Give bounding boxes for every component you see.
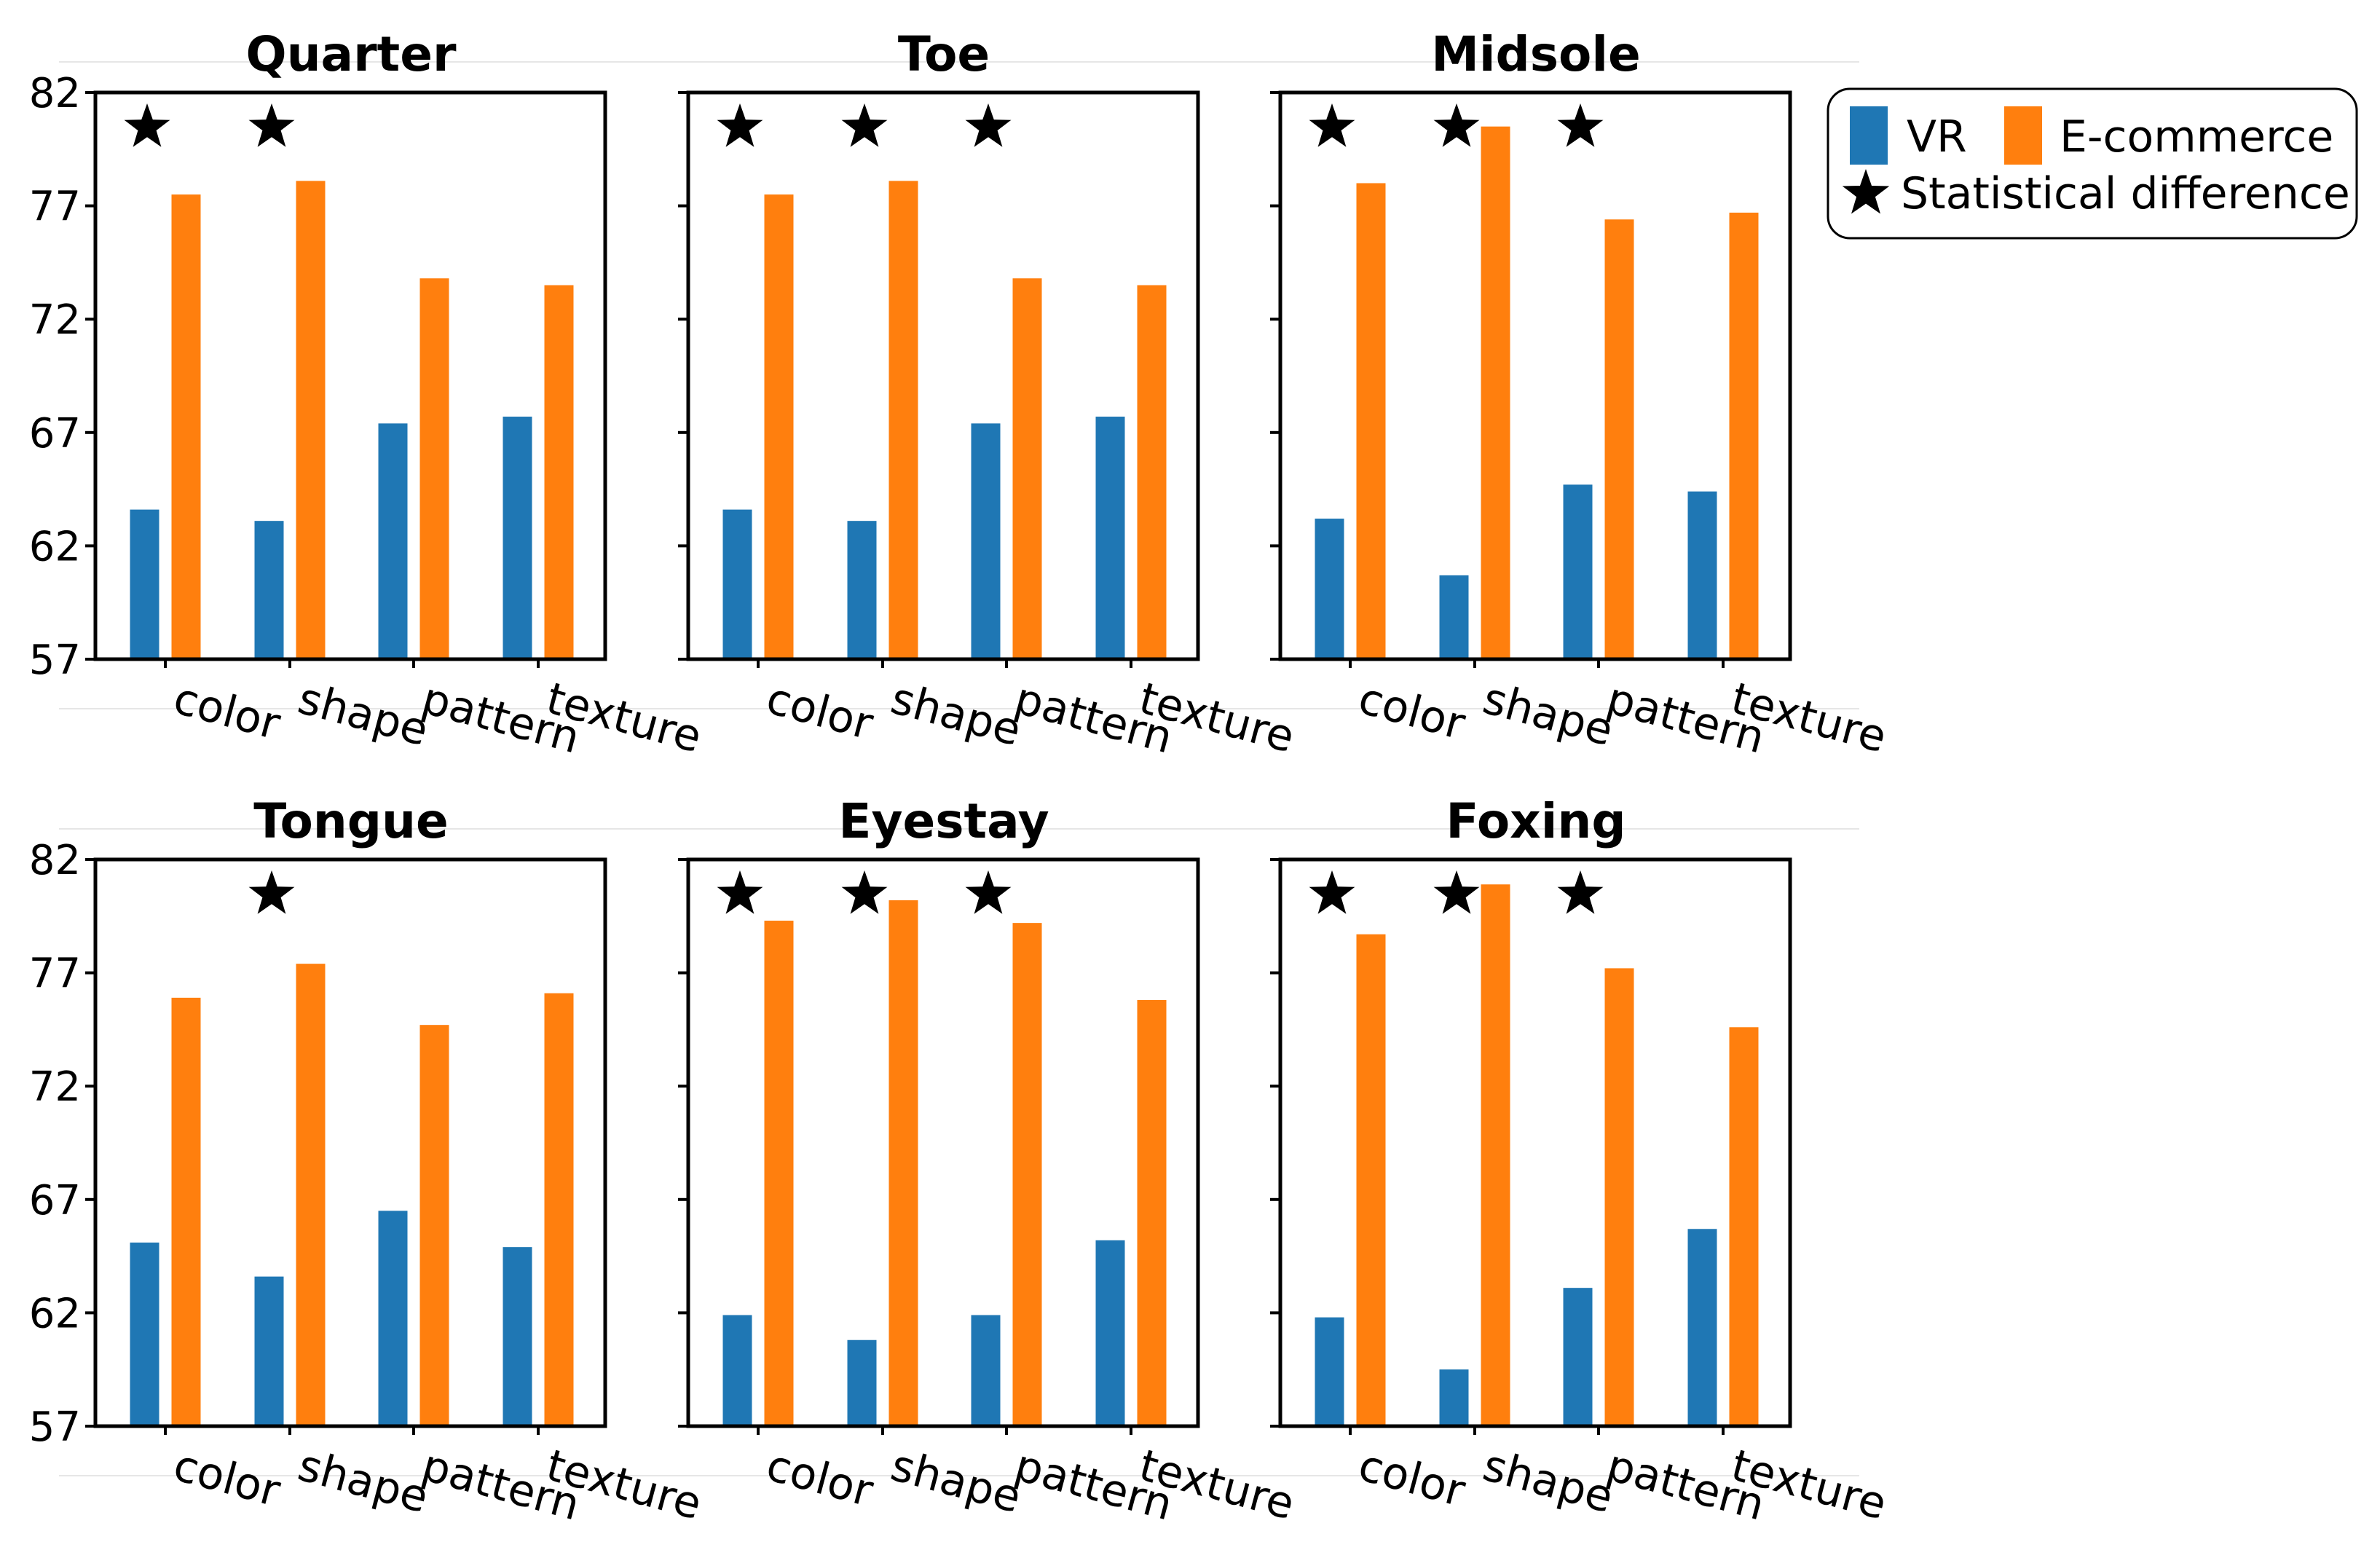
bar-ecommerce-color: [1356, 934, 1386, 1426]
bar-vr-pattern: [378, 423, 408, 659]
bar-vr-shape: [1439, 1369, 1469, 1426]
bar-ecommerce-color: [171, 997, 201, 1426]
bar-vr-shape: [254, 521, 284, 659]
bar-vr-pattern: [378, 1211, 408, 1426]
ytick-label: 82: [29, 837, 81, 884]
plot-frame: [1278, 90, 1792, 661]
significance-star-pattern: [965, 870, 1012, 914]
bar-vr-texture: [503, 1247, 532, 1426]
significance-star-pattern: [1557, 870, 1604, 914]
ytick-label: 72: [29, 1063, 81, 1111]
bar-ecommerce-shape: [1481, 884, 1510, 1426]
ytick-label: 72: [29, 296, 81, 344]
bar-vr-shape: [1439, 575, 1469, 659]
bar-vr-texture: [1687, 491, 1717, 659]
significance-star-shape: [841, 870, 888, 914]
ytick-label: 57: [29, 1404, 81, 1451]
significance-star-pattern: [965, 103, 1012, 147]
ytick-label: 67: [29, 1177, 81, 1224]
ytick-label: 62: [29, 523, 81, 570]
bar-ecommerce-pattern: [1012, 278, 1042, 660]
ytick-label: 57: [29, 637, 81, 684]
bar-ecommerce-pattern: [1604, 968, 1634, 1426]
bar-ecommerce-color: [764, 194, 794, 659]
bar-vr-texture: [503, 417, 532, 659]
bar-vr-pattern: [971, 423, 1001, 659]
bar-ecommerce-shape: [296, 964, 326, 1426]
bar-vr-color: [130, 509, 159, 659]
significance-star-color: [1309, 103, 1355, 147]
bar-ecommerce-texture: [1137, 999, 1167, 1426]
significance-star-shape: [248, 103, 295, 147]
bar-ecommerce-shape: [296, 181, 326, 660]
significance-star-color: [1309, 870, 1355, 914]
significance-star-shape: [841, 103, 888, 147]
panel-title: Tongue: [253, 793, 449, 849]
legend-star-icon: [1842, 169, 1890, 214]
bar-ecommerce-pattern: [1604, 219, 1634, 660]
legend-statistical-difference-label: Statistical difference: [1901, 168, 2350, 219]
panel-title: Midsole: [1431, 26, 1641, 82]
bar-vr-texture: [1095, 1240, 1125, 1426]
panel-title: Foxing: [1446, 793, 1626, 849]
bar-vr-color: [1315, 1317, 1344, 1426]
significance-star-shape: [1433, 870, 1480, 914]
bar-vr-texture: [1687, 1229, 1717, 1426]
bar-vr-color: [130, 1242, 159, 1426]
ytick-label: 82: [29, 70, 81, 117]
significance-star-pattern: [1557, 103, 1604, 147]
legend-vr-swatch: [1850, 106, 1888, 165]
bar-vr-pattern: [971, 1315, 1001, 1426]
bar-ecommerce-shape: [1481, 126, 1510, 659]
bar-ecommerce-pattern: [1012, 923, 1042, 1426]
bar-ecommerce-texture: [544, 285, 574, 659]
significance-star-color: [717, 870, 763, 914]
plot-frame: [1278, 857, 1792, 1428]
bar-ecommerce-texture: [1137, 285, 1167, 659]
ytick-label: 77: [29, 184, 81, 231]
significance-star-shape: [248, 870, 295, 914]
bar-ecommerce-texture: [1729, 1027, 1759, 1426]
bar-ecommerce-pattern: [419, 1025, 449, 1426]
plot-frame: [93, 90, 607, 661]
bar-vr-shape: [847, 521, 877, 659]
plot-frame: [686, 90, 1200, 661]
panel-title: Quarter: [245, 26, 456, 82]
bar-ecommerce-shape: [888, 181, 918, 660]
significance-star-color: [124, 103, 170, 147]
bar-ecommerce-texture: [544, 993, 574, 1426]
bar-vr-color: [1315, 519, 1344, 659]
plot-frame: [93, 857, 607, 1428]
bar-vr-color: [722, 1315, 752, 1426]
bar-ecommerce-color: [1356, 183, 1386, 660]
ytick-label: 77: [29, 951, 81, 998]
ytick-label: 67: [29, 410, 81, 457]
bar-vr-shape: [254, 1276, 284, 1426]
bar-ecommerce-color: [171, 194, 201, 659]
significance-star-color: [717, 103, 763, 147]
legend-frame: [1827, 87, 2358, 240]
ytick-label: 62: [29, 1290, 81, 1337]
bar-vr-texture: [1095, 417, 1125, 659]
panel-title: Toe: [898, 26, 990, 82]
significance-star-shape: [1433, 103, 1480, 147]
bar-ecommerce-shape: [888, 900, 918, 1426]
bar-vr-shape: [847, 1339, 877, 1426]
bar-ecommerce-pattern: [419, 278, 449, 660]
legend-ecommerce-swatch: [2004, 106, 2042, 165]
bar-vr-pattern: [1563, 484, 1593, 659]
panel-title: Eyestay: [838, 793, 1049, 849]
plot-frame: [686, 857, 1200, 1428]
legend: VR E-commerce Statistical difference: [1827, 87, 2358, 240]
bar-vr-pattern: [1563, 1288, 1593, 1426]
bar-ecommerce-color: [764, 921, 794, 1426]
bar-ecommerce-texture: [1729, 212, 1759, 659]
legend-ecommerce-label: E-commerce: [2060, 111, 2333, 162]
bar-vr-color: [722, 509, 752, 659]
legend-vr-label: VR: [1907, 111, 1967, 162]
